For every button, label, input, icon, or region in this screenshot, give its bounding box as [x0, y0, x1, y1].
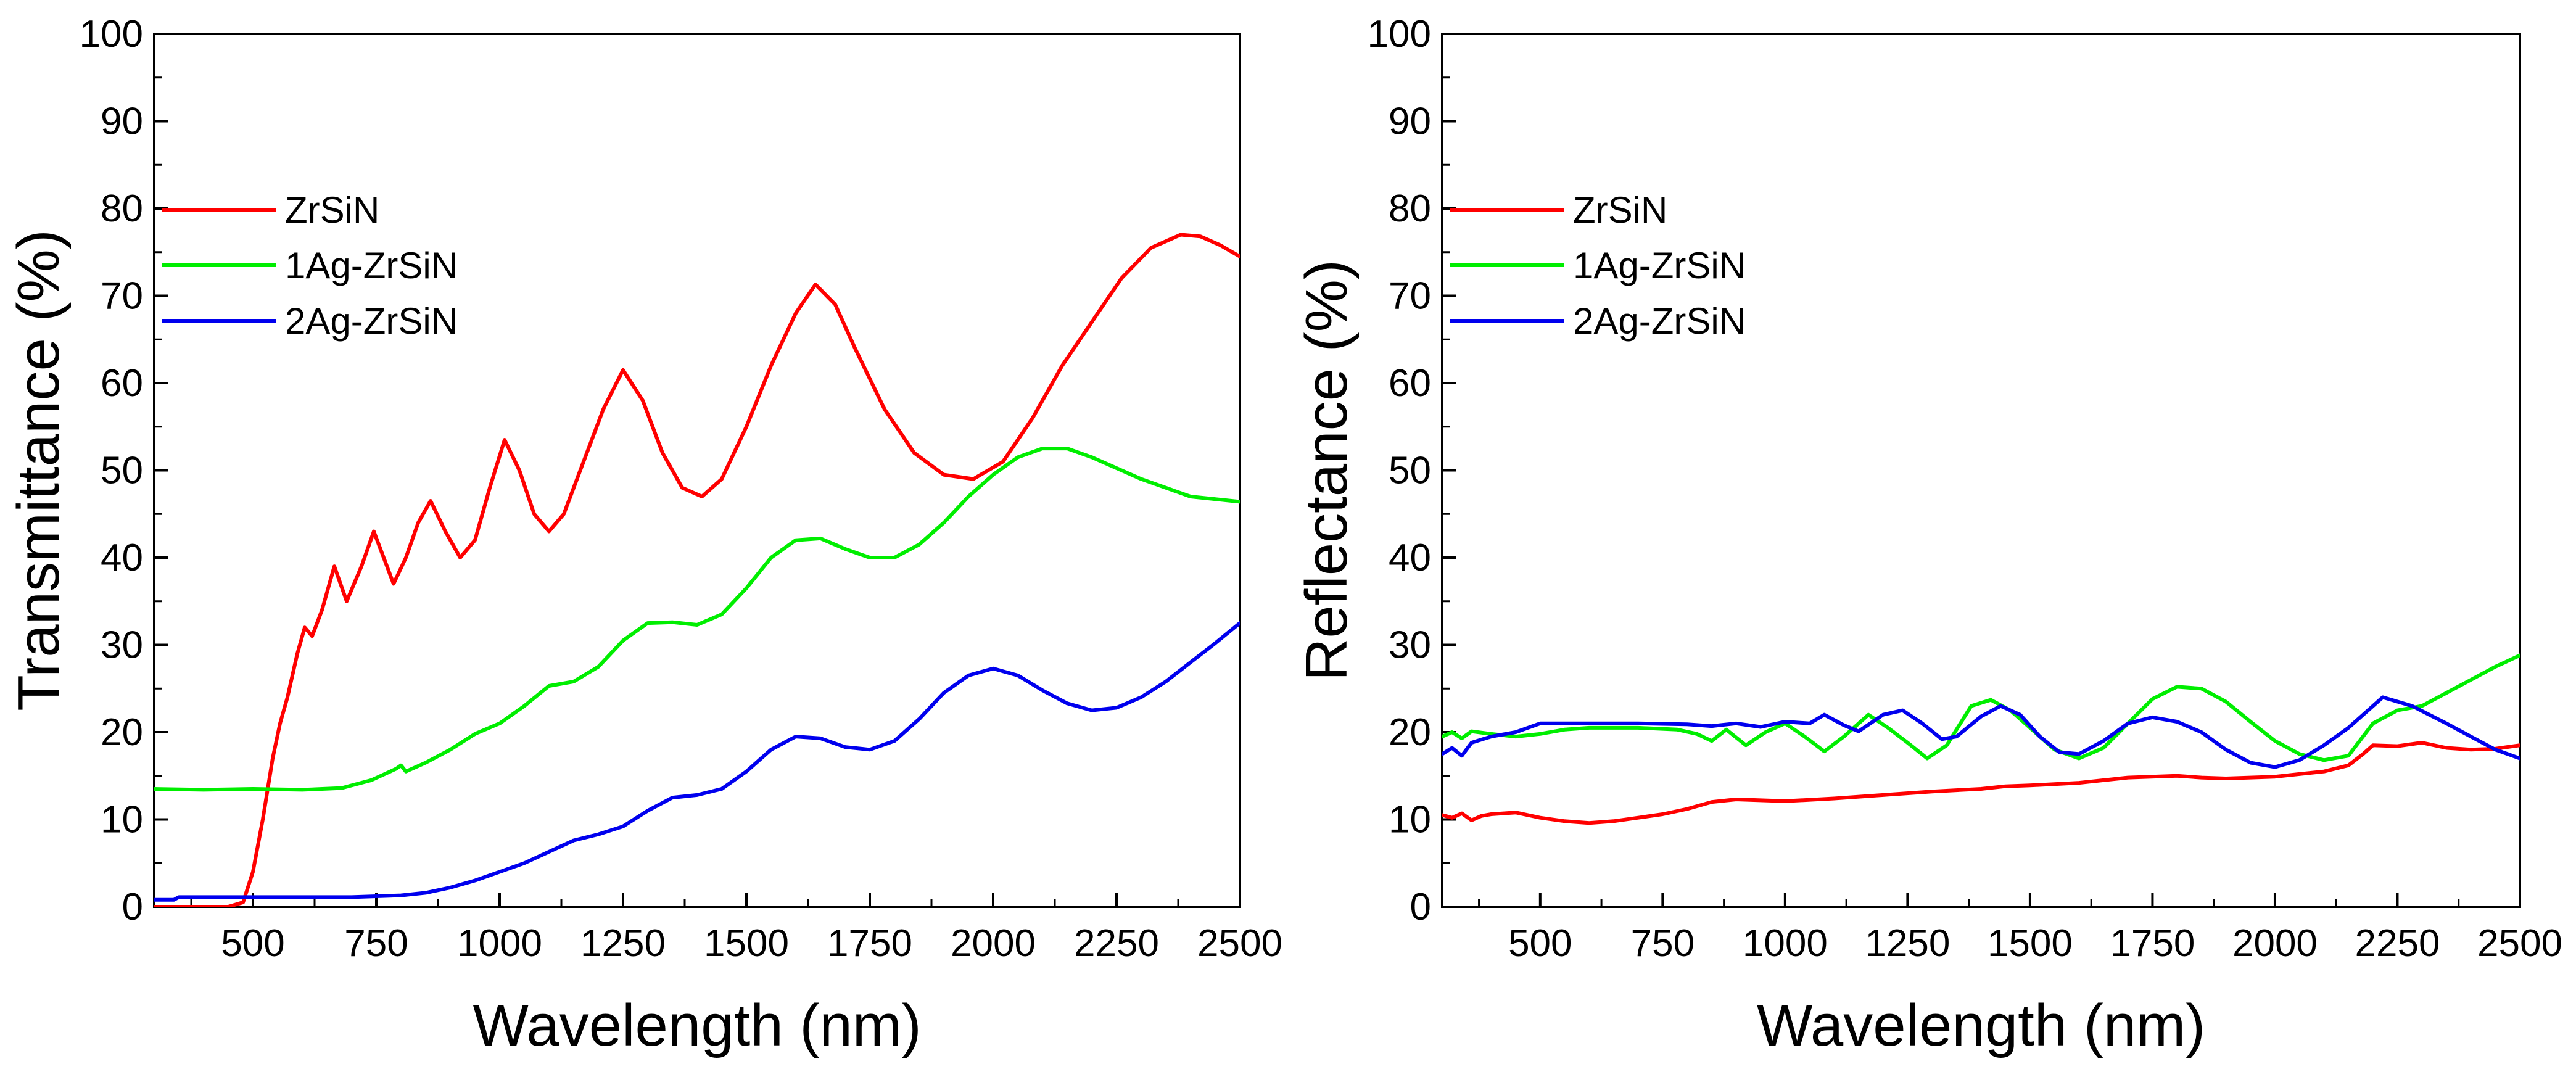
- plot-frame: [153, 33, 1241, 908]
- x-tick-label: 1250: [1865, 922, 1950, 965]
- legend-label: 2Ag-ZrSiN: [285, 300, 458, 342]
- y-axis-title: Transmittance (%): [6, 229, 72, 711]
- x-tick-label: 1750: [827, 922, 912, 965]
- reflectance-panel: 0 10 20 30 40 50 60 70 80 90 100 500 750 1000 1250 1500…: [1294, 13, 2562, 1058]
- x-tick-label: 2500: [2477, 922, 2562, 965]
- legend-label: ZrSiN: [285, 189, 379, 231]
- series-line-2ag-zrsin: [1442, 695, 2520, 769]
- x-tick-label: 750: [1631, 922, 1695, 965]
- transmittance-panel: 0 10 20 30 40 50 60 70 80 90 100 500 750 1000 1250 1500…: [6, 13, 1282, 1058]
- y-tick-label: 100: [1368, 13, 1431, 56]
- series-line-2ag-zrsin: [154, 621, 1240, 902]
- y-tick-label: 20: [101, 711, 143, 754]
- y-tick-label: 50: [101, 450, 143, 492]
- x-tick-label: 1000: [1743, 922, 1828, 965]
- y-tick-label: 50: [1389, 450, 1431, 492]
- x-tick-label: 500: [1508, 922, 1572, 965]
- x-tick-label: 2000: [951, 922, 1036, 965]
- series-line-1ag-zrsin: [1442, 653, 2520, 762]
- y-tick-label: 30: [101, 624, 143, 667]
- y-tick-label: 30: [1389, 624, 1431, 667]
- y-tick-label: 90: [101, 101, 143, 143]
- legend-label: 2Ag-ZrSiN: [1573, 300, 1746, 342]
- x-tick-label: 1750: [2110, 922, 2195, 965]
- x-tick-label: 1500: [1988, 922, 2073, 965]
- y-tick-label: 40: [1389, 537, 1431, 579]
- y-tick-label: 0: [122, 886, 143, 928]
- x-axis-title: Wavelength (nm): [473, 992, 921, 1058]
- y-tick-label: 90: [1389, 101, 1431, 143]
- x-tick-label: 2000: [2232, 922, 2318, 965]
- y-tick-label: 0: [1410, 886, 1431, 928]
- y-tick-label: 60: [101, 362, 143, 405]
- series-line-zrsin: [154, 233, 1240, 907]
- y-tick-label: 10: [101, 799, 143, 841]
- y-tick-label: 10: [1389, 799, 1431, 841]
- series-line-zrsin: [1442, 741, 2520, 825]
- series-line-1ag-zrsin: [154, 447, 1240, 792]
- y-tick-label: 80: [101, 188, 143, 230]
- legend-label: 1Ag-ZrSiN: [285, 245, 458, 286]
- y-tick-label: 100: [80, 13, 143, 56]
- x-tick-label: 750: [344, 922, 408, 965]
- y-tick-label: 70: [1389, 275, 1431, 318]
- legend-label: 1Ag-ZrSiN: [1573, 245, 1746, 286]
- x-tick-label: 2500: [1197, 922, 1282, 965]
- x-tick-label: 500: [221, 922, 284, 965]
- x-tick-label: 1500: [704, 922, 789, 965]
- plot-frame: [1441, 33, 2521, 908]
- y-tick-label: 80: [1389, 188, 1431, 230]
- y-axis-title: Reflectance (%): [1294, 260, 1360, 681]
- x-tick-label: 1250: [580, 922, 666, 965]
- y-tick-label: 60: [1389, 362, 1431, 405]
- x-axis-title: Wavelength (nm): [1757, 992, 2205, 1058]
- y-tick-label: 20: [1389, 711, 1431, 754]
- y-tick-label: 70: [101, 275, 143, 318]
- x-tick-label: 2250: [1074, 922, 1159, 965]
- legend-label: ZrSiN: [1573, 189, 1667, 231]
- x-tick-label: 2250: [2355, 922, 2440, 965]
- x-tick-label: 1000: [457, 922, 542, 965]
- y-tick-label: 40: [101, 537, 143, 579]
